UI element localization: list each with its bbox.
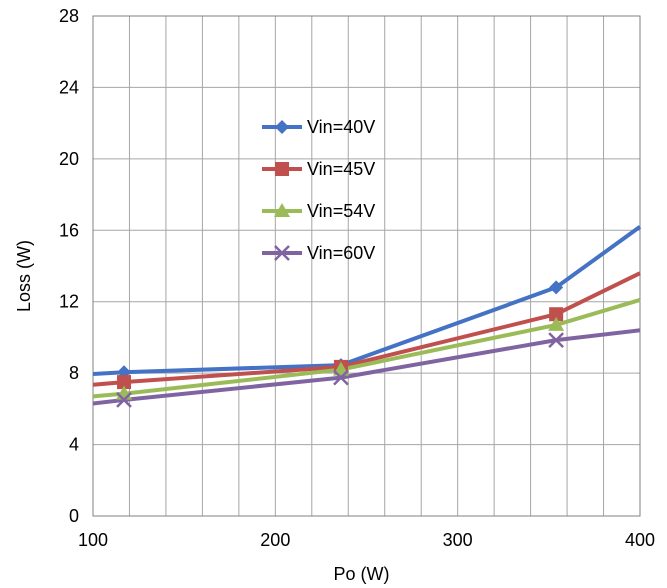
data-point-series-4 — [116, 392, 132, 408]
data-point-series-4 — [333, 369, 349, 386]
x-tick-label: 400 — [625, 530, 655, 550]
legend-item-1: Vin=40V — [262, 117, 375, 137]
y-tick-label: 4 — [69, 435, 79, 455]
data-point-series-4 — [548, 332, 565, 348]
legend: Vin=40V Vin=45V Vin=54V Vin=60V — [262, 117, 375, 263]
legend-label: Vin=40V — [307, 117, 375, 137]
y-axis-title: Loss (W) — [14, 240, 34, 312]
x-tick-label: 100 — [78, 530, 108, 550]
legend-label: Vin=54V — [307, 201, 375, 221]
legend-marker — [275, 120, 289, 134]
grid — [93, 16, 640, 516]
data-point-series-1 — [549, 280, 564, 295]
y-tick-label: 24 — [59, 77, 79, 97]
tick-labels: 0 4 8 12 16 20 24 28 100 200 300 400 — [59, 6, 655, 550]
legend-label: Vin=60V — [307, 243, 375, 263]
y-tick-label: 12 — [59, 292, 79, 312]
x-tick-label: 300 — [443, 530, 473, 550]
data-point-series-2 — [549, 307, 564, 322]
x-tick-label: 200 — [260, 530, 290, 550]
data-point-series-2 — [116, 375, 131, 390]
y-tick-label: 0 — [69, 506, 79, 526]
y-tick-label: 8 — [69, 363, 79, 383]
legend-item-3: Vin=54V — [262, 201, 375, 221]
y-tick-label: 20 — [59, 149, 79, 169]
legend-label: Vin=45V — [307, 159, 375, 179]
y-tick-label: 28 — [59, 6, 79, 26]
legend-marker — [274, 203, 290, 217]
legend-item-2: Vin=45V — [262, 159, 375, 179]
legend-marker — [275, 162, 289, 176]
legend-marker — [274, 245, 290, 261]
x-axis-title: Po (W) — [334, 564, 390, 584]
series-layer — [92, 225, 642, 408]
data-point-series-3 — [548, 316, 565, 331]
plot-frame — [92, 15, 641, 517]
y-tick-label: 16 — [59, 220, 79, 240]
legend-item-4: Vin=60V — [262, 243, 375, 263]
